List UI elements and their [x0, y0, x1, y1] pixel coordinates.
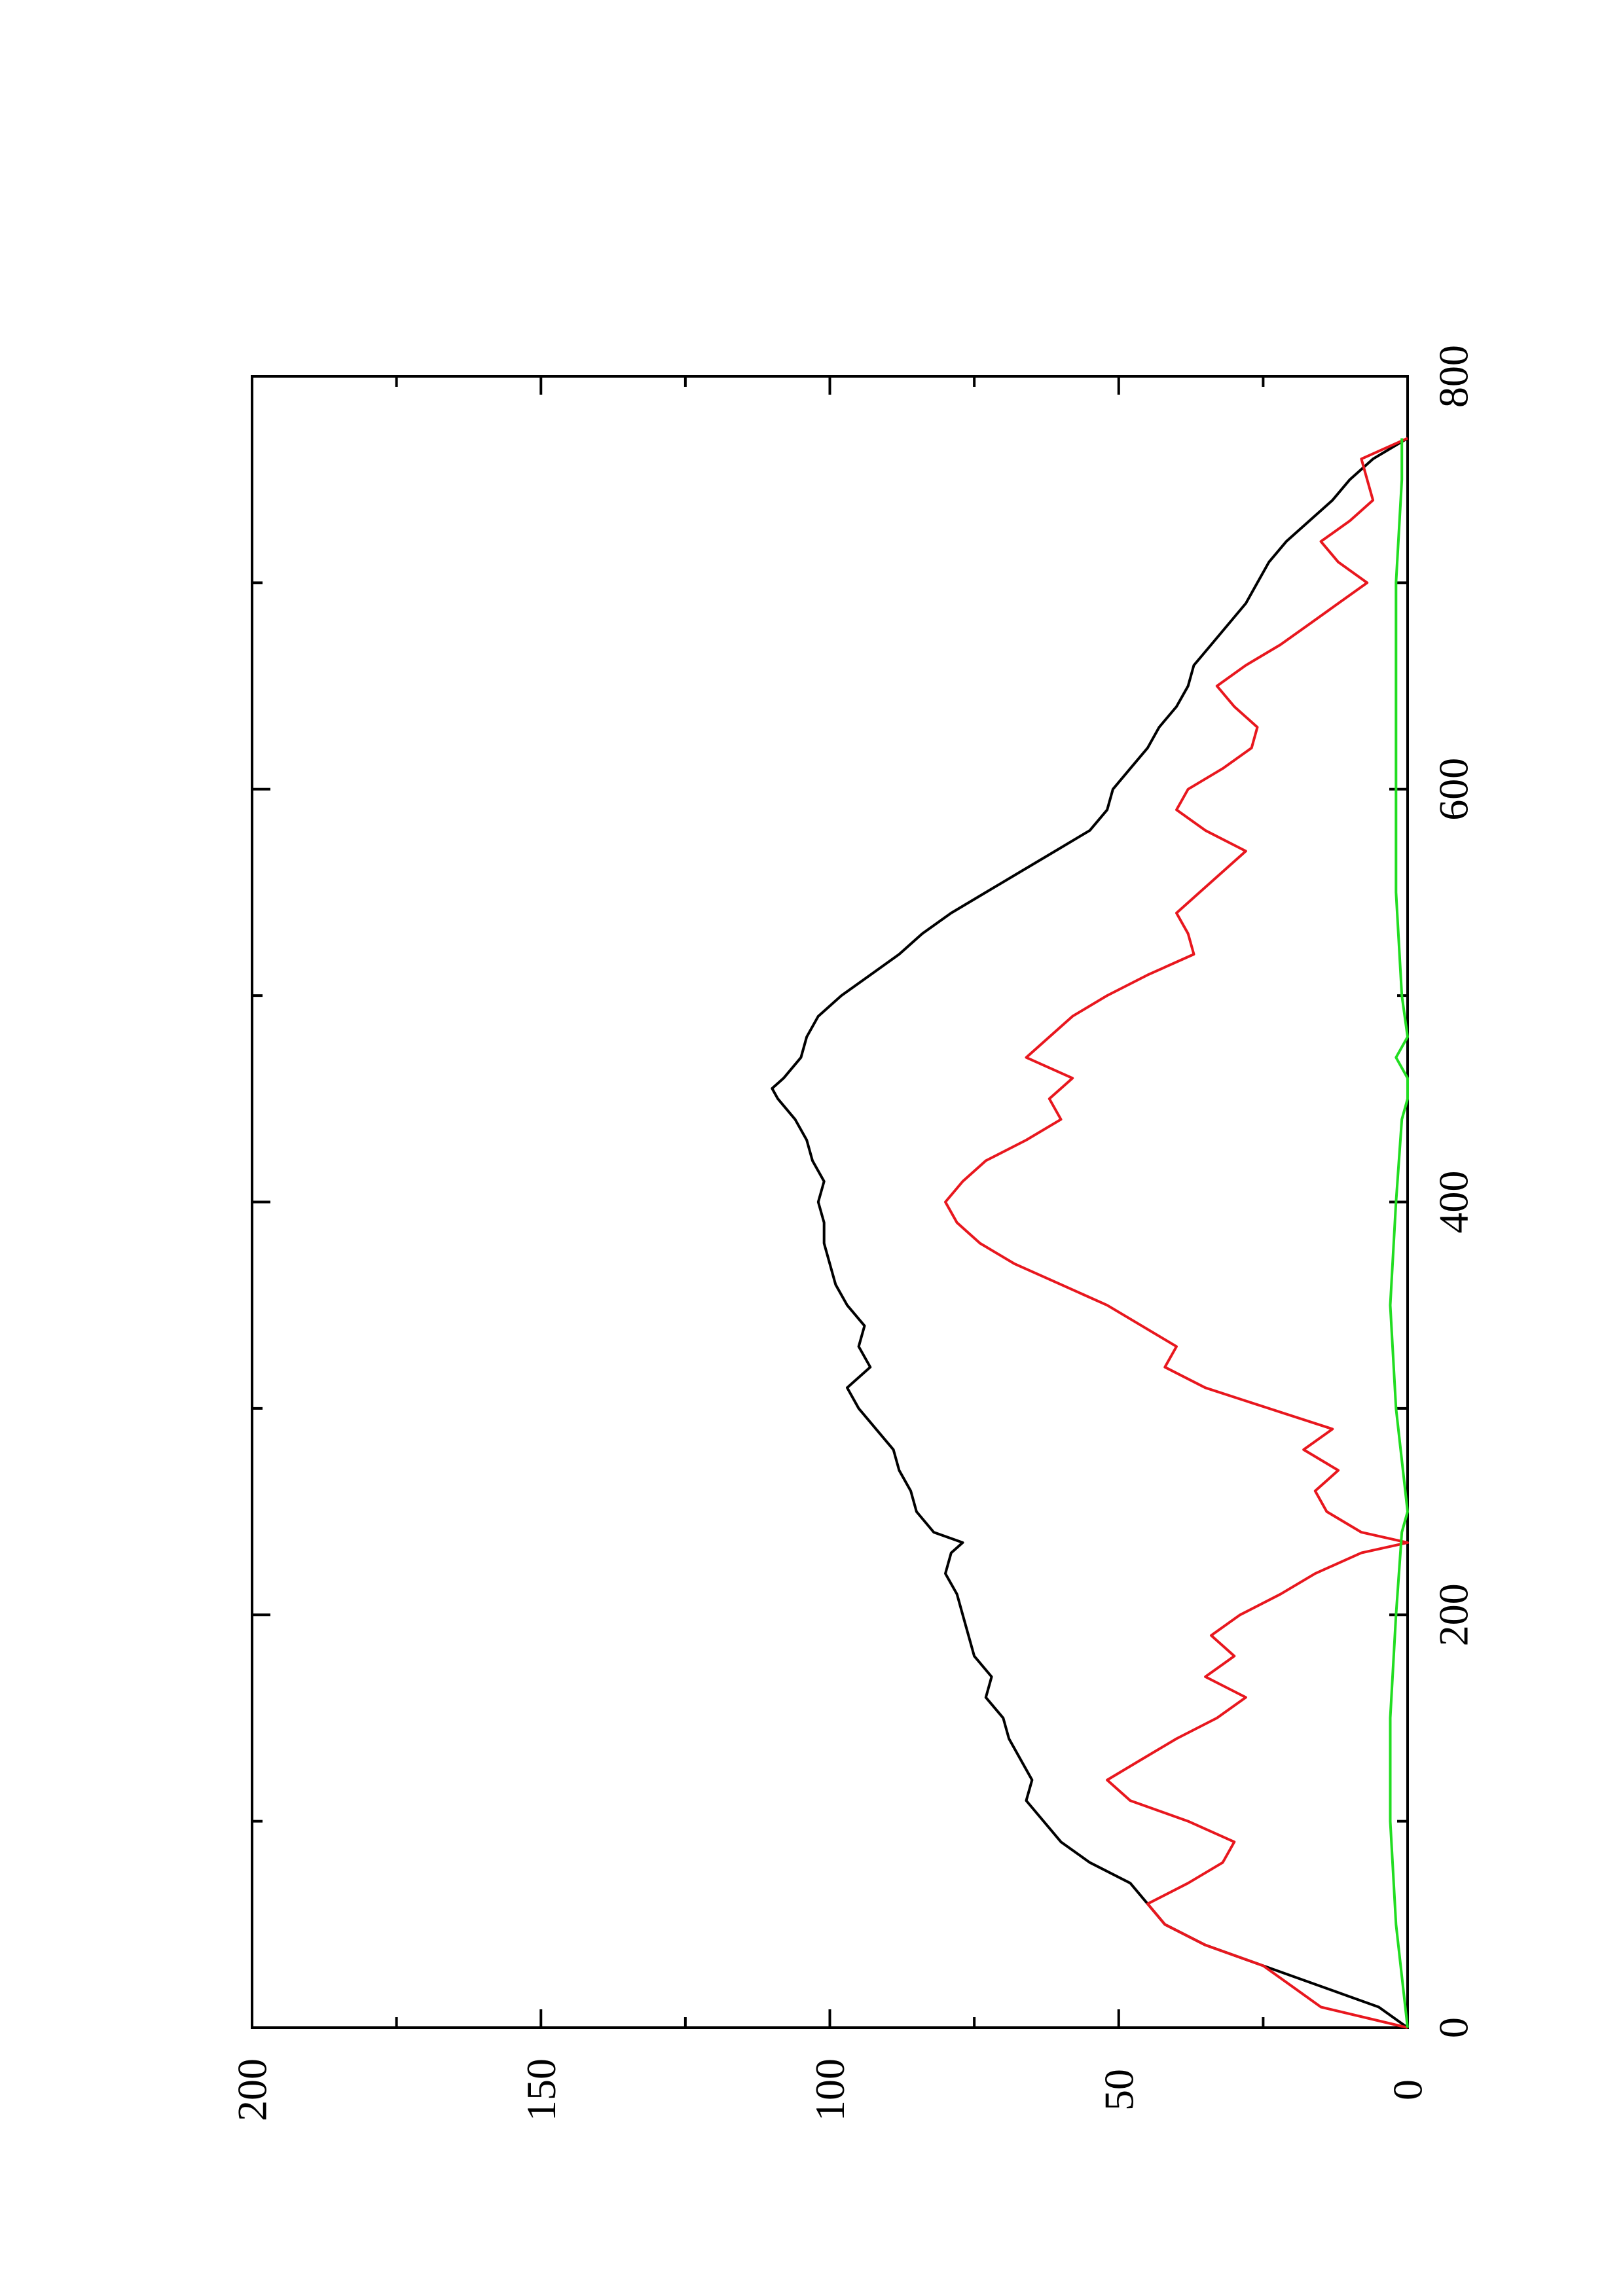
series-black-line — [771, 437, 1409, 2029]
x-tick-label: 0 — [1431, 2017, 1477, 2038]
x-tick-label: 400 — [1431, 1171, 1477, 1234]
y-tick-label: 0 — [1385, 2079, 1431, 2100]
x-tick-label: 600 — [1431, 758, 1477, 821]
y-tick-label: 150 — [518, 2058, 564, 2121]
plot-frame — [251, 375, 1409, 2029]
y-tick-label: 50 — [1095, 2069, 1142, 2111]
x-tick-label: 200 — [1431, 1583, 1477, 1646]
x-tick-label: 800 — [1431, 345, 1477, 408]
plot-area: 0 200 400 600 800 0 50 100 150 200 — [229, 345, 1477, 2121]
y-tick-label: 200 — [229, 2058, 276, 2121]
series-green-line — [1389, 438, 1409, 2028]
y-tick-label: 100 — [807, 2058, 853, 2121]
series-red-line — [944, 437, 1409, 2029]
